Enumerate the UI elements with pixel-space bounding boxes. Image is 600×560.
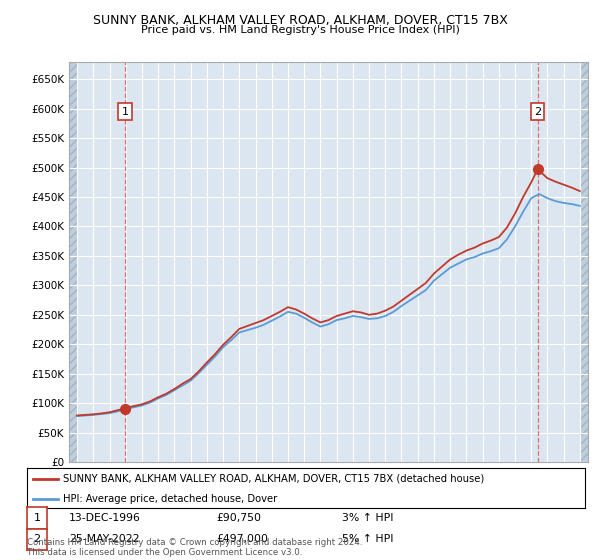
Bar	[69, 62, 77, 462]
Text: HPI: Average price, detached house, Dover: HPI: Average price, detached house, Dove…	[63, 494, 278, 504]
Text: SUNNY BANK, ALKHAM VALLEY ROAD, ALKHAM, DOVER, CT15 7BX (detached house): SUNNY BANK, ALKHAM VALLEY ROAD, ALKHAM, …	[63, 474, 485, 484]
Text: 25-MAY-2022: 25-MAY-2022	[69, 534, 139, 544]
Text: £90,750: £90,750	[216, 513, 261, 523]
Text: 13-DEC-1996: 13-DEC-1996	[69, 513, 141, 523]
Text: £497,000: £497,000	[216, 534, 268, 544]
Text: Price paid vs. HM Land Registry's House Price Index (HPI): Price paid vs. HM Land Registry's House …	[140, 25, 460, 35]
Bar	[580, 62, 588, 462]
Text: 2: 2	[34, 534, 40, 544]
Text: SUNNY BANK, ALKHAM VALLEY ROAD, ALKHAM, DOVER, CT15 7BX: SUNNY BANK, ALKHAM VALLEY ROAD, ALKHAM, …	[92, 14, 508, 27]
Text: 1: 1	[34, 513, 40, 523]
Text: Contains HM Land Registry data © Crown copyright and database right 2024.
This d: Contains HM Land Registry data © Crown c…	[27, 538, 362, 557]
Text: 1: 1	[121, 106, 128, 116]
Text: 2: 2	[534, 106, 541, 116]
Text: 3% ↑ HPI: 3% ↑ HPI	[342, 513, 394, 523]
Text: 5% ↑ HPI: 5% ↑ HPI	[342, 534, 394, 544]
